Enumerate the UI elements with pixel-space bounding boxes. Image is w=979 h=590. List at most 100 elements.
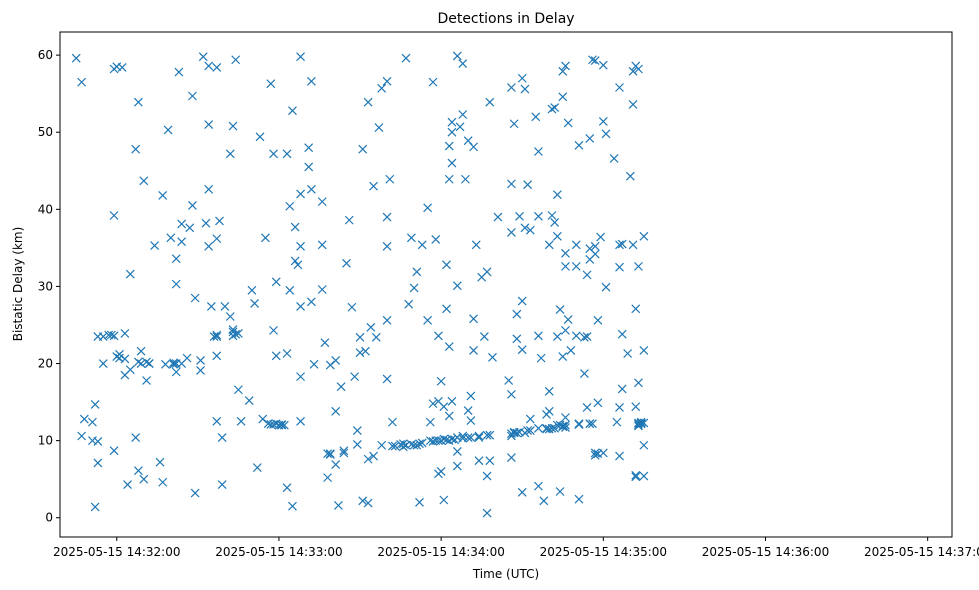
data-point [120,354,130,364]
data-point [433,436,443,446]
data-point [433,331,443,341]
data-point [209,332,219,341]
data-point [309,359,319,369]
data-point [561,420,570,430]
data-point [182,353,192,363]
data-point [282,149,292,159]
data-point [509,119,519,129]
data-point [133,97,143,107]
data-point [506,228,516,237]
data-point [177,219,187,229]
y-tick-label: 60 [38,48,53,62]
data-point [304,162,314,172]
data-point [612,417,622,427]
data-point [358,496,368,506]
data-point [523,180,533,190]
chart-title: Detections in Delay [437,11,574,27]
data-point [363,97,373,107]
data-point [398,439,408,449]
y-axis: 0 10 20 30 40 50 60 [38,48,60,525]
data-point [598,60,608,70]
data-point [317,285,327,294]
data-point [544,406,554,416]
data-point [125,269,135,279]
data-point [331,460,341,469]
data-point [409,283,419,293]
data-point [174,67,184,77]
data-point [623,349,633,358]
data-point [431,234,441,244]
x-tick-label: 2025-05-15 14:35:00 [540,545,667,559]
data-point [444,174,454,184]
data-point [247,285,257,295]
data-point [212,351,222,361]
x-tick-label: 2025-05-15 14:37:00 [864,545,979,559]
data-point [339,446,349,456]
data-point [90,399,100,409]
data-point [563,118,573,128]
data-point [98,332,108,341]
data-point [520,84,530,94]
y-axis-label: Bistatic Delay (km) [11,227,25,342]
data-point [339,448,349,458]
data-point [190,293,200,303]
data-point [631,472,641,482]
data-point [579,332,589,342]
data-point [185,223,195,233]
data-point [296,189,305,199]
data-point [142,376,151,385]
data-point [150,241,160,250]
data-point [177,237,187,247]
data-point [233,329,243,338]
data-point [266,79,276,89]
data-point [236,416,246,426]
data-point [558,92,568,102]
data-point [296,372,305,382]
data-point [336,382,346,392]
y-tick-label: 0 [45,511,53,525]
data-point [196,356,205,365]
data-point [333,500,343,510]
data-point [639,345,649,355]
data-point [255,132,265,142]
data-point [561,413,570,422]
data-point [228,331,238,341]
data-point [550,103,560,112]
data-point [547,423,557,433]
data-point [590,249,600,259]
data-point [344,215,354,225]
data-point [447,117,457,127]
data-point [452,446,462,456]
data-point [352,440,362,449]
data-point [566,345,576,355]
data-point [204,241,214,251]
data-point [425,417,435,427]
data-point [512,334,522,344]
data-point [428,77,438,87]
data-point [382,212,392,222]
data-point [93,458,103,468]
data-point [631,470,641,480]
data-point [404,299,414,309]
data-point [169,359,178,369]
data-point [296,52,305,62]
data-point [290,222,300,232]
data-point [634,64,643,74]
data-point [204,120,214,129]
data-point [169,358,178,368]
data-point [436,376,446,386]
data-point [534,331,543,341]
data-point [131,144,141,154]
data-point [385,174,395,184]
data-point [485,97,495,107]
data-point [415,439,424,449]
data-point [552,190,562,200]
data-point [517,296,527,306]
data-point [144,359,154,368]
data-point [579,369,589,378]
x-tick-label: 2025-05-15 14:34:00 [377,545,504,559]
data-point [190,488,200,498]
data-point [271,351,281,361]
data-point [615,403,624,412]
data-point [285,201,295,211]
